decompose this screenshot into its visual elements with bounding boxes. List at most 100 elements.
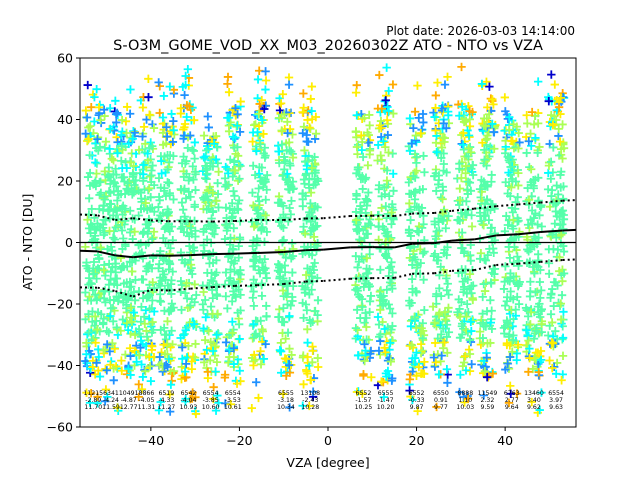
scatter-point: [165, 151, 175, 160]
scatter-point: [154, 406, 164, 415]
scatter-point: [254, 197, 264, 206]
scatter-point: [302, 365, 311, 375]
scatter-point: [377, 155, 386, 165]
scatter-point: [198, 300, 208, 309]
scatter-point: [254, 169, 264, 178]
scatter-point: [82, 261, 91, 271]
scatter-point: [213, 391, 222, 400]
bin-mean: -0.33: [409, 397, 425, 404]
scatter-point: [99, 346, 108, 355]
scatter-point: [159, 233, 168, 243]
scatter-point: [112, 206, 122, 216]
scatter-point: [229, 344, 239, 353]
scatter-point: [169, 116, 178, 126]
scatter-point: [212, 330, 221, 340]
bin-mean: -1.57: [355, 397, 371, 404]
scatter-point: [201, 313, 210, 322]
scatter-point: [353, 325, 362, 335]
scatter-point: [229, 352, 239, 362]
scatter-point: [86, 228, 95, 238]
scatter-point: [125, 109, 135, 118]
scatter-point: [225, 345, 234, 354]
scatter-column: [98, 96, 124, 415]
scatter-point: [249, 361, 258, 370]
scatter-point: [278, 236, 287, 245]
scatter-point: [276, 368, 286, 377]
scatter-point: [278, 171, 287, 181]
mean-line-segment: [496, 233, 519, 237]
scatter-point: [260, 143, 269, 152]
bin-count: 6554: [203, 390, 219, 397]
scatter-point: [185, 241, 194, 251]
scatter-point: [276, 99, 286, 108]
scatter-point: [84, 328, 93, 337]
scatter-point: [385, 191, 394, 201]
scatter-point: [261, 339, 270, 349]
scatter-point: [176, 333, 185, 343]
scatter-point: [253, 209, 262, 218]
scatter-point: [178, 354, 187, 363]
scatter-point: [465, 335, 475, 345]
scatter-point: [132, 357, 141, 367]
scatter-point: [123, 178, 132, 188]
scatter-point: [190, 200, 199, 209]
scatter-point: [500, 93, 510, 102]
scatter-point: [109, 156, 118, 165]
scatter-point: [288, 296, 297, 306]
scatter-point: [365, 297, 375, 306]
scatter-point: [302, 137, 311, 146]
scatter-point: [260, 104, 269, 114]
scatter-point: [202, 205, 211, 214]
scatter-point: [283, 117, 292, 127]
scatter-point: [111, 96, 120, 106]
scatter-point: [279, 110, 289, 119]
bin-mean: 2.77: [505, 397, 519, 404]
scatter-point: [486, 223, 496, 233]
scatter-point: [92, 295, 101, 305]
scatter-column: [543, 70, 569, 385]
scatter-point: [177, 305, 186, 315]
chart-title: S-O3M_GOME_VOD_XX_M03_20260302Z ATO - NT…: [113, 38, 543, 54]
scatter-point: [204, 123, 213, 132]
scatter-point: [278, 90, 288, 99]
scatter-point: [190, 138, 200, 147]
scatter-point: [261, 211, 270, 220]
x-axis-label: VZA [degree]: [286, 455, 369, 470]
bin-mean: -2.89: [85, 397, 101, 404]
scatter-point: [137, 302, 146, 312]
scatter-point: [307, 106, 316, 116]
scatter-point: [236, 97, 245, 106]
scatter-point: [221, 162, 230, 172]
scatter-point: [112, 108, 122, 118]
scatter-point: [254, 184, 263, 193]
scatter-point: [118, 244, 127, 254]
scatter-point: [420, 357, 429, 367]
scatter-point: [233, 142, 242, 152]
scatter-point: [146, 217, 155, 227]
scatter-point: [182, 278, 191, 288]
scatter-point: [142, 332, 152, 341]
scatter-point: [168, 267, 177, 276]
scatter-point: [236, 265, 245, 275]
scatter-point: [85, 398, 95, 408]
scatter-point: [310, 134, 320, 144]
scatter-point: [213, 159, 223, 168]
scatter-point: [102, 366, 111, 375]
scatter-point: [405, 114, 415, 123]
scatter-point: [88, 307, 97, 316]
scatter-point: [547, 70, 556, 79]
scatter-point: [200, 335, 210, 345]
scatter-point: [134, 392, 143, 402]
scatter-point: [356, 313, 365, 323]
scatter-point: [102, 340, 112, 349]
scatter-point: [186, 192, 195, 202]
scatter-point: [257, 163, 267, 172]
scatter-point: [311, 112, 321, 122]
y-tick-label: 20: [57, 174, 73, 189]
scatter-column: [247, 66, 272, 413]
scatter-point: [212, 357, 222, 367]
scatter-point: [224, 169, 233, 178]
scatter-point: [138, 170, 148, 179]
scatter-point: [227, 199, 237, 208]
